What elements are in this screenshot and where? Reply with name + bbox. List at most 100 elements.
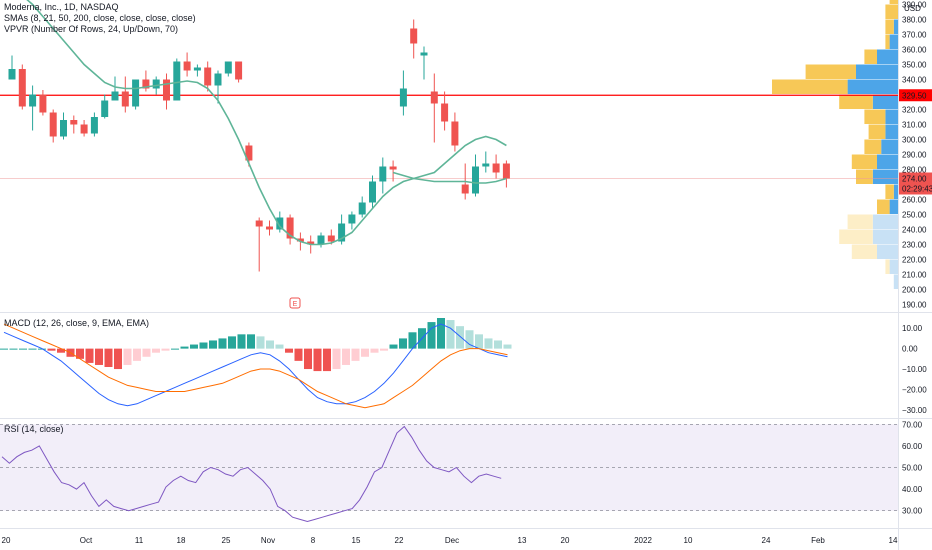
candle-body[interactable] bbox=[286, 217, 294, 239]
macd-histogram-bar bbox=[475, 334, 483, 349]
candle-body[interactable] bbox=[472, 166, 479, 194]
price-tick-label: 390.00 bbox=[902, 1, 927, 10]
candle-body[interactable] bbox=[307, 241, 315, 245]
price-tick-label: 230.00 bbox=[902, 241, 927, 250]
symbol-title: Moderna, Inc., 1D, NASDAQ bbox=[4, 2, 119, 12]
macd-histogram-bar bbox=[104, 348, 113, 367]
candle-body[interactable] bbox=[482, 163, 490, 167]
macd-histogram-bar bbox=[285, 348, 293, 353]
macd-histogram-bar bbox=[266, 340, 274, 349]
candle-body[interactable] bbox=[183, 61, 191, 71]
candle-body[interactable] bbox=[399, 88, 407, 107]
macd-histogram-bar bbox=[28, 348, 37, 350]
macd-histogram-bar bbox=[408, 332, 417, 349]
sma-legend[interactable]: SMAs (8, 21, 50, 200, close, close, clos… bbox=[4, 13, 196, 24]
macd-pane[interactable] bbox=[0, 318, 512, 409]
vpvr-legend[interactable]: VPVR (Number Of Rows, 24, Up/Down, 70) bbox=[4, 24, 178, 35]
candle-body[interactable] bbox=[163, 79, 170, 101]
macd-histogram-bar bbox=[142, 348, 151, 357]
rsi-legend[interactable]: RSI (14, close) bbox=[4, 424, 64, 435]
candle-body[interactable] bbox=[39, 94, 47, 113]
candle-body[interactable] bbox=[441, 103, 449, 122]
candle-body[interactable] bbox=[29, 94, 37, 107]
vpvr-legend-label: VPVR (Number Of Rows, 24, Up/Down, 70) bbox=[4, 24, 179, 34]
candle-body[interactable] bbox=[245, 145, 253, 161]
candle-body[interactable] bbox=[173, 61, 181, 101]
currency-label: USD bbox=[904, 4, 921, 13]
candle-body[interactable] bbox=[49, 112, 57, 137]
macd-legend[interactable]: MACD (12, 26, close, 9, EMA, EMA) bbox=[4, 318, 149, 329]
volume-profile-down-bar bbox=[839, 229, 873, 244]
candle-body[interactable] bbox=[111, 91, 119, 101]
volume-profile-down-bar bbox=[851, 244, 877, 259]
last-price-badge[interactable] bbox=[899, 172, 932, 195]
macd-histogram-bar bbox=[0, 348, 8, 350]
volume-profile-down-bar bbox=[864, 139, 882, 154]
candle-body[interactable] bbox=[430, 91, 438, 104]
candle-body[interactable] bbox=[101, 100, 109, 118]
candle-body[interactable] bbox=[132, 79, 140, 107]
candle-body[interactable] bbox=[492, 163, 500, 173]
earnings-marker[interactable]: E bbox=[289, 297, 301, 309]
candle-body[interactable] bbox=[451, 121, 459, 146]
macd-histogram-bar bbox=[152, 348, 160, 353]
candle-body[interactable] bbox=[296, 238, 304, 242]
candle-body[interactable] bbox=[348, 214, 356, 224]
macd-histogram-bar bbox=[427, 322, 436, 349]
main-legend[interactable]: Moderna, Inc., 1D, NASDAQ bbox=[4, 2, 119, 13]
rsi-tick-label: 40.00 bbox=[902, 485, 923, 494]
macd-histogram-bar bbox=[332, 348, 341, 370]
candle-body[interactable] bbox=[255, 220, 263, 227]
macd-histogram-bar bbox=[228, 336, 236, 349]
candle-body[interactable] bbox=[358, 202, 366, 215]
macd-histogram-bar bbox=[171, 348, 179, 350]
candle-body[interactable] bbox=[8, 69, 16, 80]
price-pane[interactable] bbox=[0, 0, 898, 272]
candle-body[interactable] bbox=[142, 79, 150, 89]
candle-body[interactable] bbox=[18, 69, 26, 107]
candle-body[interactable] bbox=[214, 73, 222, 86]
price-tick-label: 320.00 bbox=[902, 106, 927, 115]
time-axis-label: 10 bbox=[684, 536, 693, 545]
volume-profile-up-bar bbox=[893, 274, 898, 289]
candle-body[interactable] bbox=[121, 91, 129, 107]
macd-histogram-bar bbox=[237, 334, 246, 349]
macd-histogram-bar bbox=[57, 348, 65, 353]
candle-body[interactable] bbox=[379, 166, 387, 182]
candle-body[interactable] bbox=[327, 235, 335, 242]
rsi-tick-label: 50.00 bbox=[902, 464, 923, 473]
candle-body[interactable] bbox=[80, 124, 88, 134]
price-tick-label: 210.00 bbox=[902, 271, 927, 280]
macd-histogram-bar bbox=[47, 348, 56, 351]
macd-histogram-bar bbox=[256, 336, 265, 349]
candle-body[interactable] bbox=[369, 181, 376, 203]
candle-body[interactable] bbox=[193, 67, 201, 71]
candle-body[interactable] bbox=[60, 120, 67, 137]
candle-body[interactable] bbox=[204, 67, 212, 86]
candle-body[interactable] bbox=[90, 117, 98, 134]
volume-profile-up-bar bbox=[881, 139, 898, 154]
time-axis-label: 15 bbox=[352, 536, 361, 545]
candle-body[interactable] bbox=[317, 235, 325, 245]
candle-body[interactable] bbox=[70, 120, 78, 125]
rsi-pane[interactable] bbox=[0, 424, 898, 523]
macd-histogram-bar bbox=[323, 348, 331, 372]
candle-body[interactable] bbox=[420, 52, 428, 56]
volume-profile-up-bar bbox=[885, 124, 898, 139]
macd-histogram-bar bbox=[199, 342, 208, 349]
candle-body[interactable] bbox=[266, 226, 273, 230]
time-axis-label: 20 bbox=[2, 536, 11, 545]
candle-body[interactable] bbox=[235, 61, 243, 80]
volume-profile-down-bar bbox=[856, 169, 873, 184]
rsi-tick-label: 60.00 bbox=[902, 442, 923, 451]
level-price-badge[interactable] bbox=[899, 89, 932, 102]
candle-body[interactable] bbox=[502, 163, 510, 179]
candle-body[interactable] bbox=[152, 79, 160, 89]
candle-body[interactable] bbox=[276, 217, 284, 230]
candle-body[interactable] bbox=[338, 223, 346, 242]
candle-body[interactable] bbox=[461, 184, 469, 194]
candle-body[interactable] bbox=[410, 28, 418, 44]
candle-body[interactable] bbox=[389, 166, 397, 170]
candle-body[interactable] bbox=[224, 61, 232, 74]
